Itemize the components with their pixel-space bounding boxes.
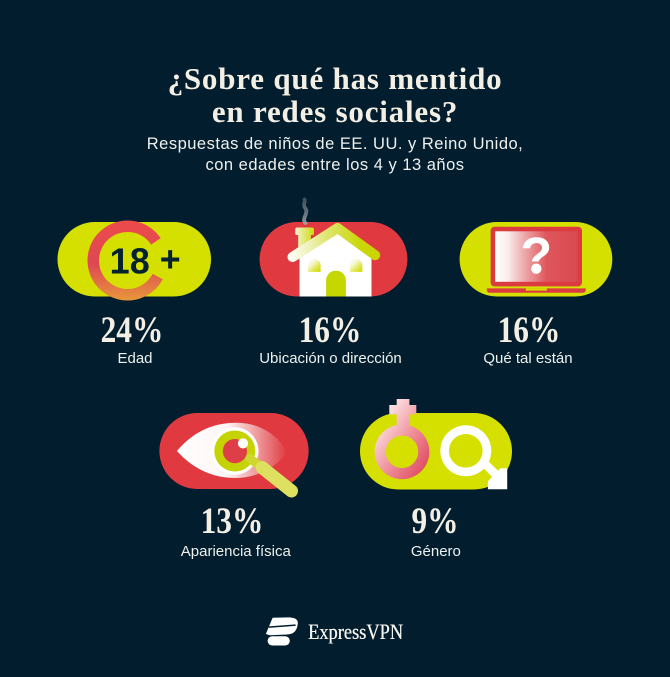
svg-text:+: +: [160, 238, 181, 279]
svg-text:18: 18: [110, 240, 150, 281]
svg-text:?: ?: [520, 228, 552, 286]
